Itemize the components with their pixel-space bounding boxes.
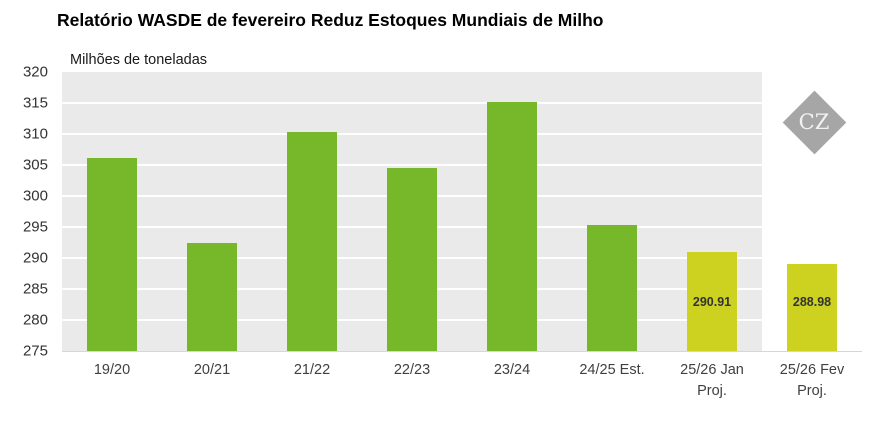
x-axis-label: 25/26 Fev Proj.: [779, 362, 845, 400]
y-axis-title: Milhões de toneladas: [70, 52, 208, 68]
bar-value-label: 288.98: [792, 295, 832, 309]
y-tick-label: 300: [22, 187, 48, 205]
bar-value-label: 290.91: [692, 295, 732, 309]
gridline: [62, 195, 862, 197]
x-axis-label: 21/22: [293, 362, 331, 378]
bar-19-20: [87, 158, 137, 351]
y-tick-label: 275: [22, 342, 48, 360]
gridline: [62, 226, 862, 228]
x-axis-label: 23/24: [493, 362, 531, 378]
y-tick-label: 285: [22, 280, 48, 298]
gridline: [62, 102, 862, 104]
y-axis: 275 280 285 290 295 300 305 310 315 320: [0, 64, 54, 360]
bar-21-22: [287, 131, 337, 351]
plot-area: 290.91 288.98 CZ: [62, 72, 862, 352]
x-axis-label: 24/25 Est.: [579, 362, 645, 378]
bar-25-26-jan-proj-: 290.91: [687, 252, 737, 351]
x-axis-label: 19/20: [93, 362, 131, 378]
bar-25-26-fev-proj-: 288.98: [787, 264, 837, 351]
bar-23-24: [487, 101, 537, 351]
x-axis-label: 20/21: [193, 362, 231, 378]
y-tick-label: 295: [22, 218, 48, 236]
bar-20-21: [187, 243, 237, 351]
gridline: [62, 257, 862, 259]
x-axis-label: 22/23: [393, 362, 431, 378]
gridline: [62, 319, 862, 321]
y-tick-label: 315: [22, 94, 48, 112]
y-tick-label: 310: [22, 125, 48, 143]
bar-22-23: [387, 168, 437, 351]
gridline: [62, 133, 862, 135]
y-tick-label: 320: [22, 63, 48, 81]
x-axis: 19/20 20/21 21/22 22/23 23/24 24/25 Est. 25/26…: [62, 360, 862, 402]
gridline: [62, 288, 862, 290]
chart-title: Relatório WASDE de fevereiro Reduz Estoq…: [57, 10, 604, 30]
bar-24-25-est-: [587, 225, 637, 351]
y-tick-label: 305: [22, 156, 48, 174]
cz-logo: CZ: [780, 88, 848, 156]
gridline: [62, 164, 862, 166]
x-axis-label: 25/26 Jan Proj.: [680, 362, 744, 400]
y-tick-label: 290: [22, 249, 48, 267]
y-tick-label: 280: [22, 311, 48, 329]
cz-logo-text: CZ: [798, 110, 830, 134]
